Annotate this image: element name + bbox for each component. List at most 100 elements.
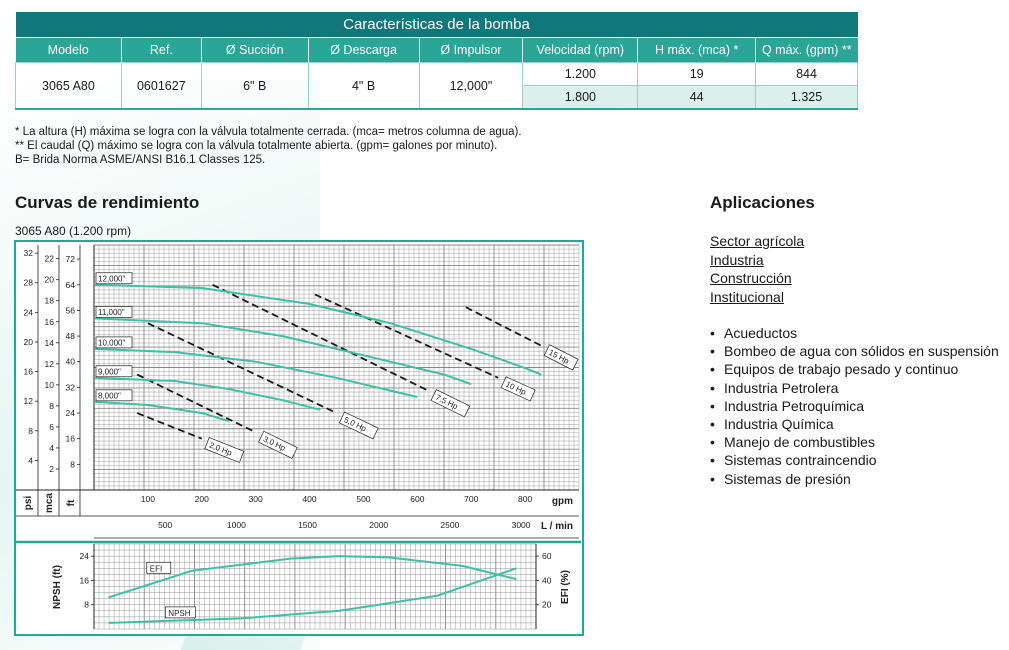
psi-tick-label: 12 <box>24 396 34 406</box>
psi-tick-label: 4 <box>28 455 33 465</box>
npsh-curve-label: NPSH <box>168 609 190 618</box>
mca-tick-label: 6 <box>49 422 54 432</box>
mca-tick-label: 2 <box>49 464 54 474</box>
power-line <box>147 322 337 414</box>
table-notes: * La altura (H) máxima se logra con la v… <box>15 125 522 167</box>
lmin-tick-label: 1000 <box>227 520 246 530</box>
impeller-label: 10,000" <box>98 338 125 347</box>
list-item: Acueductos <box>710 324 1005 342</box>
npsh-axis-label: NPSH (ft) <box>52 565 63 609</box>
lmin-tick-label: 3000 <box>512 520 531 530</box>
ft-tick-label: 56 <box>66 305 76 315</box>
cell-q-max: 844 <box>755 62 858 86</box>
cell-q-max: 1.325 <box>755 85 858 110</box>
performance-chart-svg: 4812162024283224681012141618202281624324… <box>16 244 581 630</box>
efi-label-box <box>146 561 172 574</box>
mca-tick-label: 4 <box>49 443 54 453</box>
gpm-tick-label: 600 <box>410 494 424 504</box>
note-line: * La altura (H) máxima se logra con la v… <box>15 126 522 138</box>
performance-chart: 4 8 12 16 20 24 28 32 2 4 6 8 10 12 14 16 18 20 22 8 16 24 32 4… <box>14 240 584 636</box>
efficiency-curve <box>108 555 517 599</box>
header-suction: Ø Succión <box>201 37 309 63</box>
impeller-label-box <box>95 306 133 318</box>
app-link-institucional[interactable]: Institucional <box>710 288 784 305</box>
psi-tick-label: 28 <box>24 278 34 288</box>
lmin-axis-label: L / min <box>541 521 573 532</box>
list-item: Sistemas de presión <box>710 470 1005 488</box>
gpm-tick-label: 800 <box>518 494 532 504</box>
app-link-construccion[interactable]: Construcción <box>710 270 792 286</box>
mca-tick-label: 18 <box>45 296 55 306</box>
list-item: Manejo de combustibles <box>710 433 1005 451</box>
efi-tick-label: 60 <box>542 551 552 561</box>
head-curve <box>93 347 418 398</box>
cell-h-max: 44 <box>637 85 757 110</box>
ft-axis-label: ft <box>66 499 77 506</box>
ft-tick-label: 24 <box>66 408 76 418</box>
power-label-box <box>430 389 471 418</box>
power-label-box <box>258 430 298 459</box>
power-line <box>314 293 499 379</box>
efi-tick-label: 40 <box>542 575 552 585</box>
impeller-label-box <box>95 365 133 378</box>
app-link-industria[interactable]: Industria <box>710 251 764 268</box>
gpm-axis-label: gpm <box>552 496 573 507</box>
head-curve <box>93 376 321 411</box>
npsh-tick-label: 8 <box>84 600 89 610</box>
header-h-max: H máx. (mca) * <box>637 37 757 63</box>
lmin-tick-label: 500 <box>158 520 172 530</box>
application-links: Sector agrícola Industria Construcción I… <box>710 232 804 306</box>
impeller-label: 8,000" <box>98 391 121 400</box>
curves-heading: Curvas de rendimiento <box>15 193 200 212</box>
list-item: Industria Petroquímica <box>710 397 1005 415</box>
cell-discharge: 4" B <box>307 62 420 110</box>
table-title: Características de la bomba <box>15 12 858 38</box>
lmin-tick-label: 2000 <box>369 520 388 530</box>
impeller-label-box <box>95 389 133 402</box>
efi-axis-label: EFI (%) <box>560 570 571 604</box>
head-curve <box>93 317 472 386</box>
gpm-tick-label: 200 <box>195 494 209 504</box>
impeller-label: 11,000" <box>98 308 125 317</box>
header-model: Modelo <box>15 37 122 63</box>
pump-specs-table: Características de la bomba Modelo Ref. … <box>15 12 858 110</box>
head-curve <box>93 283 542 376</box>
power-label-box <box>500 376 536 402</box>
list-item: Bombeo de agua con sólidos en suspensión <box>710 342 1005 360</box>
applications-heading: Aplicaciones <box>710 193 815 212</box>
cell-speed: 1.800 <box>522 85 639 110</box>
cell-suction: 6" B <box>200 62 309 110</box>
gpm-tick-label: 400 <box>302 494 316 504</box>
power-label-box <box>338 411 379 440</box>
ft-tick-label: 8 <box>70 459 75 469</box>
header-discharge: Ø Descarga <box>308 37 420 63</box>
impeller-label-box <box>95 336 133 349</box>
power-label-box <box>204 437 245 463</box>
impeller-label-box <box>95 272 133 285</box>
cell-model: 3065 A80 <box>15 62 122 110</box>
impeller-label: 9,000" <box>98 367 121 376</box>
ft-tick-label: 40 <box>66 357 76 367</box>
chart-caption: 3065 A80 (1.200 rpm) <box>15 224 132 238</box>
power-line <box>136 412 203 440</box>
ft-tick-label: 48 <box>66 331 76 341</box>
npsh-tick-label: 24 <box>80 551 90 561</box>
mca-tick-label: 22 <box>45 254 55 264</box>
psi-tick-label: 32 <box>24 248 34 258</box>
mca-tick-label: 10 <box>45 380 55 390</box>
npsh-curve <box>108 567 517 624</box>
cell-h-max: 19 <box>637 62 757 86</box>
psi-tick-label: 16 <box>24 367 34 377</box>
psi-tick-label: 20 <box>24 337 34 347</box>
applications-list: Acueductos Bombeo de agua con sólidos en… <box>710 324 1005 488</box>
ft-tick-label: 16 <box>66 434 76 444</box>
npsh-label-box <box>164 606 196 619</box>
mca-tick-label: 16 <box>45 317 55 327</box>
ft-tick-label: 32 <box>66 382 76 392</box>
header-impeller: Ø Impulsor <box>419 37 524 63</box>
mca-tick-label: 8 <box>49 401 54 411</box>
note-line: ** El caudal (Q) máximo se logra con la … <box>15 140 498 152</box>
app-link-agricola[interactable]: Sector agrícola <box>710 233 805 249</box>
head-curve <box>93 400 229 423</box>
impeller-label: 12,000" <box>98 274 125 283</box>
